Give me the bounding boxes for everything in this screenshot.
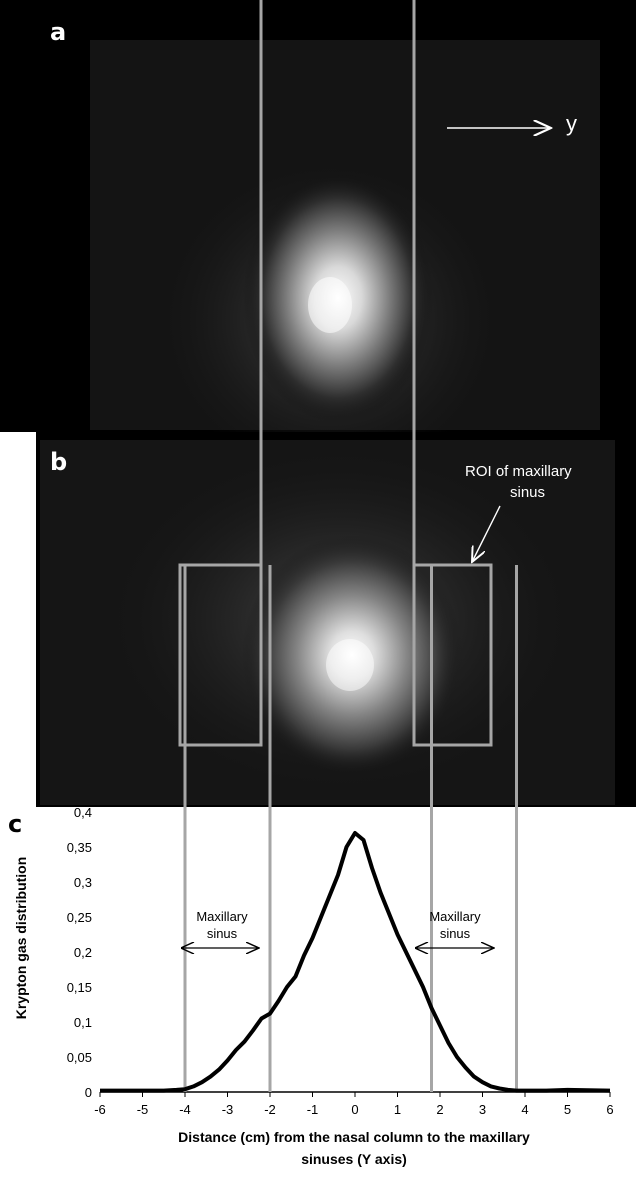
x-tick-label: -2 — [264, 1102, 276, 1117]
panel-b-core — [326, 639, 374, 691]
y-tick-label: 0,05 — [67, 1050, 92, 1065]
x-tick-label: -1 — [307, 1102, 319, 1117]
roi-label-line2: sinus — [510, 484, 545, 501]
y-tick-label: 0 — [85, 1085, 92, 1100]
y-tick-label: 0,15 — [67, 980, 92, 995]
y-direction-label: y — [566, 111, 577, 136]
y-axis-ticks: 0 0,05 0,1 0,15 0,2 0,25 0,3 0,35 0,4 — [67, 805, 92, 1100]
roi-pointer-arrow — [472, 505, 501, 562]
y-axis-label: Krypton gas distribution — [13, 857, 29, 1020]
panel-b-letter: b — [50, 448, 67, 476]
panel-a-letter: a — [50, 18, 66, 46]
x-tick-label: -4 — [179, 1102, 191, 1117]
y-tick-label: 0,4 — [74, 805, 92, 820]
roi-label-line1: ROI of maxillary — [465, 463, 572, 480]
x-tick-label: 4 — [521, 1102, 528, 1117]
panel-c-letter: c — [8, 810, 22, 838]
panel-a-core — [308, 277, 352, 333]
panel-b: b ROI of maxillary sinus — [36, 432, 636, 807]
panel-c-chart: c 0 0,05 0,1 0,15 0,2 0,25 0,3 0,35 0,4 -6 -5 -4 -3… — [8, 565, 614, 1167]
x-tick-label: 1 — [394, 1102, 401, 1117]
x-tick-label: 6 — [606, 1102, 613, 1117]
y-tick-label: 0,35 — [67, 840, 92, 855]
left-sinus-label-line1: Maxillary — [196, 909, 248, 924]
x-tick-label: 2 — [436, 1102, 443, 1117]
right-sinus-label-line2: sinus — [440, 926, 471, 941]
x-axis-label-line1: Distance (cm) from the nasal column to t… — [178, 1129, 530, 1145]
x-axis-ticks: -6 -5 -4 -3 -2 -1 0 1 2 3 4 5 6 — [94, 1092, 614, 1117]
x-tick-label: -6 — [94, 1102, 106, 1117]
panel-a: a y — [0, 0, 636, 480]
krypton-distribution-curve — [100, 831, 611, 1093]
y-tick-label: 0,1 — [74, 1015, 92, 1030]
x-tick-label: 5 — [564, 1102, 571, 1117]
right-sinus-label-line1: Maxillary — [429, 909, 481, 924]
x-tick-label: -5 — [137, 1102, 149, 1117]
left-sinus-label-line2: sinus — [207, 926, 238, 941]
x-tick-label: 0 — [351, 1102, 358, 1117]
x-axis-label-line2: sinuses (Y axis) — [301, 1151, 407, 1167]
y-tick-label: 0,25 — [67, 910, 92, 925]
left-roi-box — [178, 563, 263, 747]
x-tick-label: 3 — [479, 1102, 486, 1117]
right-roi-box — [412, 563, 493, 747]
guide-lines — [259, 0, 416, 565]
y-tick-label: 0,2 — [74, 945, 92, 960]
x-tick-label: -3 — [222, 1102, 234, 1117]
y-tick-label: 0,3 — [74, 875, 92, 890]
